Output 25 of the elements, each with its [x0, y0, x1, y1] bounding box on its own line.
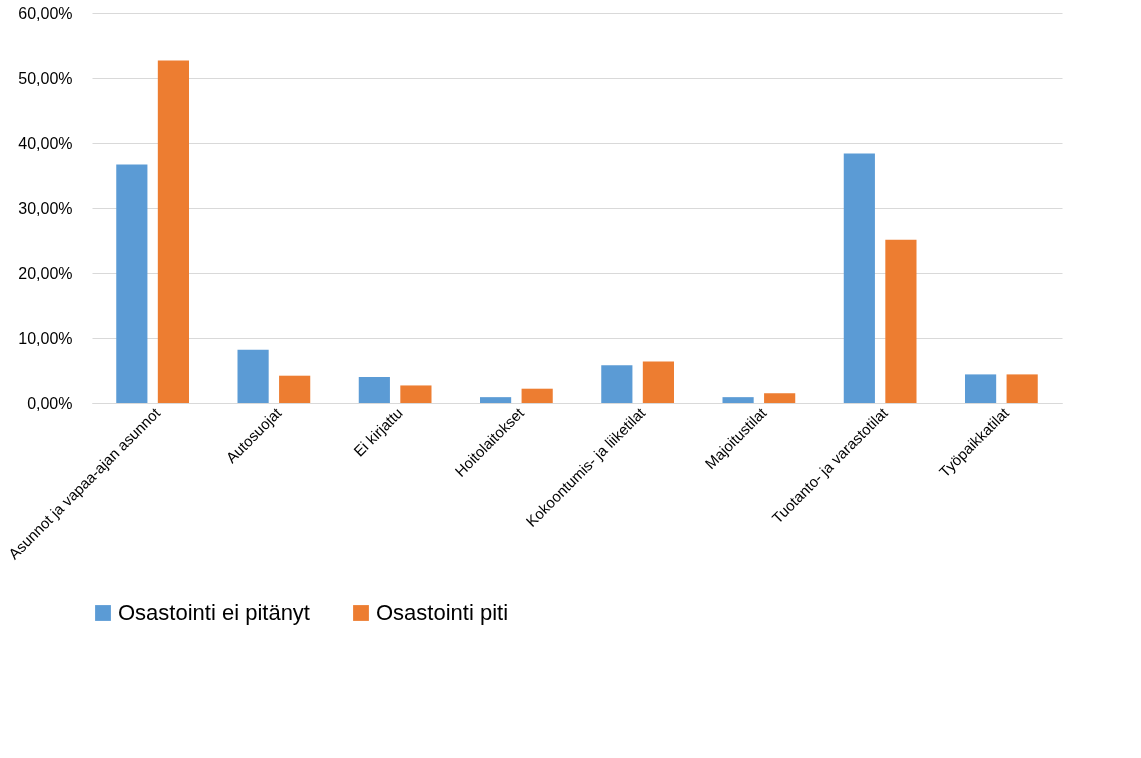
bar — [843, 153, 875, 403]
y-tick-label: 60,00% — [18, 4, 73, 22]
bar — [237, 349, 269, 403]
y-tick-label: 40,00% — [18, 134, 73, 152]
bar — [601, 365, 633, 403]
y-tick-label: 20,00% — [18, 264, 73, 282]
bar — [480, 397, 512, 403]
bar — [400, 385, 432, 403]
bar — [157, 60, 189, 403]
y-tick-label: 50,00% — [18, 69, 73, 87]
y-tick-label: 30,00% — [18, 199, 73, 217]
bar — [885, 239, 917, 403]
bar — [722, 397, 754, 403]
bar — [965, 374, 997, 403]
bar — [279, 375, 311, 403]
legend-label: Osastointi ei pitänyt — [118, 600, 310, 625]
bar — [764, 393, 796, 403]
legend-label: Osastointi piti — [376, 600, 509, 625]
y-tick-label: 10,00% — [18, 329, 73, 347]
bar — [642, 361, 674, 403]
bar — [521, 388, 553, 403]
bar — [116, 164, 148, 403]
bar — [1006, 374, 1038, 403]
y-tick-label: 0,00% — [27, 394, 73, 412]
bar — [358, 377, 390, 403]
